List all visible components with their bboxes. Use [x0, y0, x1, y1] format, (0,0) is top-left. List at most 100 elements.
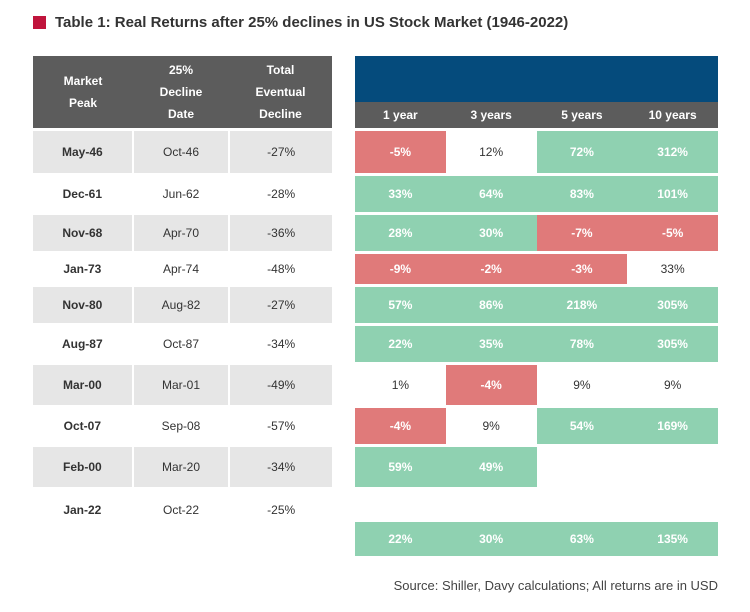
return-cell: 101% [627, 176, 718, 212]
return-cell: 1% [355, 365, 446, 405]
table-row: Nov-80 Aug-82 -27% [33, 287, 332, 323]
market-peak-cell: Aug-87 [61, 337, 103, 351]
return-cell: 9% [445, 408, 537, 444]
return-cell: 12% [445, 131, 537, 173]
header-decline-date-line2: Decline [159, 85, 203, 99]
table-row: Mar-00 Mar-01 -49% [33, 365, 332, 405]
eventual-decline-cell: -48% [228, 254, 332, 284]
header-decline-date-line1: 25% [168, 63, 194, 77]
market-peak-cell: Feb-00 [33, 447, 132, 487]
decline-date-cell: Apr-74 [131, 254, 229, 284]
market-peak-cell: Jan-73 [63, 262, 102, 276]
return-cell: -4% [445, 365, 537, 405]
decline-date-cell: Apr-70 [131, 215, 229, 251]
return-cell: 22% [355, 326, 446, 362]
return-cell: 9% [627, 365, 718, 405]
eventual-decline-cell: -27% [228, 287, 332, 323]
table-row: Aug-87 Oct-87 -34% [33, 326, 332, 362]
header-eventual-decline-line3: Decline [259, 107, 302, 121]
header-eventual-decline-line2: Eventual [255, 85, 306, 99]
eventual-decline-cell: -27% [228, 131, 332, 173]
return-cell: 30% [445, 215, 537, 251]
return-cell: -3% [536, 254, 628, 284]
average-10-years: 135% [627, 522, 718, 556]
returns-row: 59% 49% [355, 447, 718, 487]
header-eventual-decline-line1: Total [266, 63, 295, 77]
header-decline-date-line3: Date [167, 107, 194, 121]
return-cell: -7% [536, 215, 628, 251]
return-cell: 218% [536, 287, 628, 323]
table-row: Dec-61 Jun-62 -28% [33, 176, 332, 212]
header-3-years: 3 years [470, 108, 512, 122]
header-1-year: 1 year [383, 108, 418, 122]
return-cell: 305% [627, 287, 718, 323]
table-row: Jan-22 Oct-22 -25% [33, 490, 332, 530]
market-peak-cell: Nov-68 [33, 215, 132, 251]
returns-row: -9% -2% -3% 33% [355, 254, 718, 284]
average-3-years: 30% [445, 522, 537, 556]
header-eventual-decline: Total Eventual Decline [229, 56, 332, 128]
eventual-decline-cell: -57% [228, 408, 332, 444]
return-cell: 33% [627, 254, 718, 284]
return-cell: 57% [355, 287, 446, 323]
eventual-decline-cell: -49% [228, 365, 332, 405]
decline-date-cell: Aug-82 [131, 287, 229, 323]
return-cell: -5% [355, 131, 446, 173]
returns-row: 1% -4% 9% 9% [355, 365, 718, 405]
return-cell: 305% [627, 326, 718, 362]
decline-date-cell: Oct-87 [131, 326, 229, 362]
table-title-wrap: Table 1: Real Returns after 25% declines… [33, 14, 568, 31]
returns-row: -4% 9% 54% 169% [355, 408, 718, 444]
market-peak-cell: Mar-00 [33, 365, 132, 405]
right-table-body: -5% 12% 72% 312% 33% 64% 83% 101% 28% 30% -7% -5% -9… [355, 131, 718, 530]
table-title: Table 1: Real Returns after 25% declines… [55, 14, 569, 31]
return-cell: 312% [627, 131, 718, 173]
return-cell: 59% [355, 447, 446, 487]
return-cell [537, 447, 628, 487]
average-5-years: 63% [536, 522, 628, 556]
return-cell: 35% [445, 326, 537, 362]
eventual-decline-cell: -28% [228, 176, 332, 212]
return-cell: 72% [536, 131, 628, 173]
right-table: 1 year 3 years 5 years 10 years -5% 12% 72… [355, 56, 718, 530]
market-peak-cell: May-46 [33, 131, 132, 173]
title-marker-square [33, 16, 46, 29]
header-market-peak-line1: Market [63, 74, 103, 88]
table-row: Jan-73 Apr-74 -48% [33, 254, 332, 284]
market-peak-cell: Nov-80 [33, 287, 132, 323]
return-cell: 9% [536, 365, 628, 405]
source-note: Source: Shiller, Davy calculations; All … [393, 578, 718, 593]
returns-row: 57% 86% 218% 305% [355, 287, 718, 323]
return-cell: 33% [355, 176, 446, 212]
eventual-decline-cell: -34% [228, 447, 332, 487]
return-cell: -2% [445, 254, 537, 284]
header-5-years: 5 years [561, 108, 603, 122]
return-cell: 28% [355, 215, 446, 251]
market-peak-cell: Jan-22 [63, 503, 102, 517]
return-cell: 83% [536, 176, 628, 212]
table-row: Nov-68 Apr-70 -36% [33, 215, 332, 251]
table-row: Oct-07 Sep-08 -57% [33, 408, 332, 444]
return-cell: 78% [536, 326, 628, 362]
left-header-row: Market Peak 25% Decline Date Total Event… [33, 56, 332, 128]
market-peak-cell: Oct-07 [63, 419, 101, 433]
decline-date-cell: Mar-20 [131, 447, 229, 487]
right-header-row: 1 year 3 years 5 years 10 years [355, 102, 718, 128]
header-market-peak: Market Peak [33, 56, 133, 128]
decline-date-cell: Sep-08 [131, 408, 229, 444]
eventual-decline-cell: -36% [228, 215, 332, 251]
return-cell: 49% [445, 447, 537, 487]
decline-date-cell: Jun-62 [131, 176, 229, 212]
left-table: Market Peak 25% Decline Date Total Event… [33, 56, 332, 530]
returns-row: 33% 64% 83% 101% [355, 176, 718, 212]
return-cell [627, 447, 718, 487]
decline-date-cell: Mar-01 [131, 365, 229, 405]
header-decline-date: 25% Decline Date [133, 56, 229, 128]
return-cell: -5% [627, 215, 718, 251]
right-header-band [355, 56, 718, 102]
return-cell: 169% [627, 408, 718, 444]
table-row: May-46 Oct-46 -27% [33, 131, 332, 173]
table-row: Feb-00 Mar-20 -34% [33, 447, 332, 487]
average-row: 22% 30% 63% 135% [355, 522, 718, 556]
decline-date-cell: Oct-22 [131, 490, 229, 530]
